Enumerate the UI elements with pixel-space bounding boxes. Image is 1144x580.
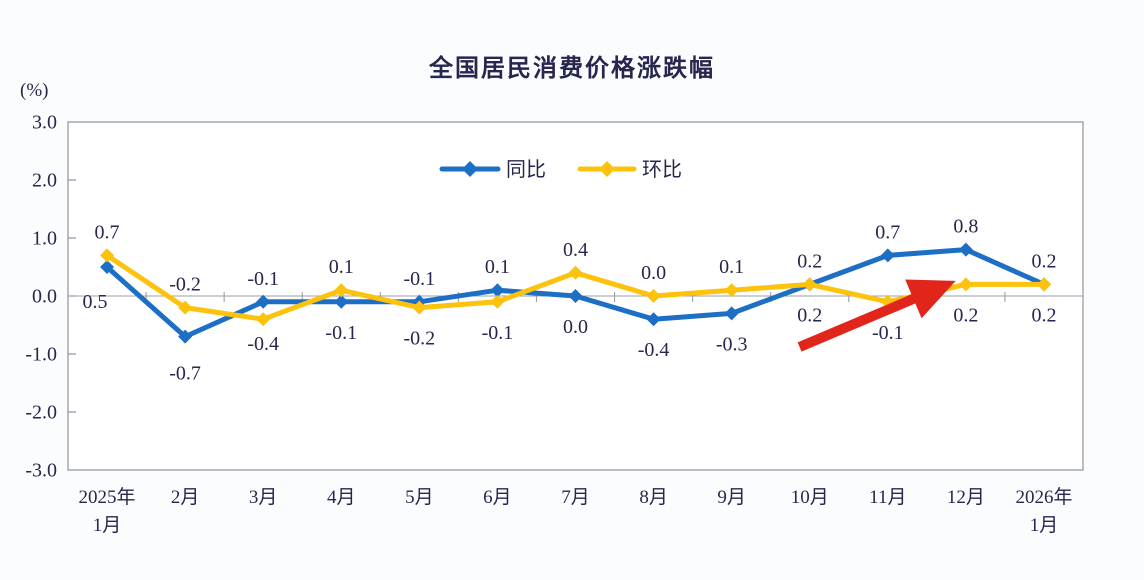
data-point-label: 0.1 — [719, 256, 744, 278]
data-point-marker — [568, 289, 583, 303]
data-point-label: 0.2 — [1031, 304, 1056, 326]
x-axis-label: 4月 — [327, 487, 356, 508]
data-point-label: 0.8 — [953, 216, 978, 238]
data-point-label: 0.2 — [1031, 250, 1056, 272]
data-point-marker — [646, 312, 661, 327]
x-axis-label: 10月 — [791, 487, 829, 508]
y-axis-tick-label: -2.0 — [25, 402, 57, 424]
y-axis-tick-label: -1.0 — [25, 344, 57, 366]
data-point-marker — [568, 265, 583, 280]
data-point-marker — [724, 306, 739, 321]
annotation-arrow-head — [905, 279, 956, 319]
data-point-label: 0.0 — [641, 262, 666, 284]
y-axis-tick-label: 1.0 — [32, 228, 57, 250]
data-point-label: 0.7 — [95, 221, 120, 243]
legend-diamond-icon — [599, 161, 615, 177]
y-axis-tick-label: 2.0 — [32, 170, 57, 192]
x-axis-label: 2026年 — [1015, 486, 1072, 508]
data-point-marker — [490, 294, 505, 309]
data-point-label: -0.3 — [716, 333, 748, 355]
data-point-marker — [334, 283, 349, 298]
legend-diamond-icon — [462, 161, 478, 177]
data-point-marker — [880, 248, 895, 263]
y-axis-tick-label: -3.0 — [25, 460, 57, 482]
data-point-label: 0.1 — [329, 256, 354, 278]
y-axis-tick-label: 0.0 — [32, 286, 57, 308]
data-point-marker — [178, 300, 193, 315]
data-point-marker — [100, 248, 115, 263]
data-point-marker — [646, 289, 661, 303]
data-point-marker — [958, 242, 973, 257]
data-point-marker — [100, 260, 115, 274]
data-point-label: 0.2 — [953, 304, 978, 326]
data-point-marker — [256, 294, 271, 309]
data-point-label: -0.1 — [325, 322, 357, 344]
data-point-label: -0.4 — [247, 333, 279, 355]
data-point-label: -0.1 — [872, 322, 904, 344]
data-point-marker — [412, 300, 427, 315]
data-point-label: 0.1 — [485, 256, 510, 278]
data-point-marker — [802, 277, 817, 292]
data-point-label: -0.1 — [404, 268, 436, 290]
x-axis-label: 3月 — [249, 487, 278, 508]
data-point-label: 0.2 — [797, 304, 822, 326]
x-axis-label: 5月 — [405, 487, 434, 508]
x-axis-label: 6月 — [483, 487, 512, 508]
legend-item-label: 环比 — [642, 158, 682, 181]
x-axis-label: 2月 — [171, 487, 200, 508]
data-point-label: -0.1 — [482, 322, 514, 344]
y-axis-unit-label: (%) — [20, 80, 49, 101]
data-point-marker — [958, 277, 973, 292]
data-point-marker — [334, 294, 349, 309]
data-point-marker — [178, 329, 193, 344]
x-axis-label: 11月 — [869, 487, 906, 508]
data-point-marker — [724, 283, 739, 298]
x-axis-label: 1月 — [1030, 515, 1059, 536]
data-point-label: 0.2 — [797, 250, 822, 272]
x-axis-label: 1月 — [93, 515, 122, 536]
x-axis-label: 7月 — [561, 487, 590, 508]
annotation-arrow-shaft — [797, 291, 921, 352]
y-axis-tick-label: 3.0 — [32, 112, 57, 134]
data-point-label: -0.1 — [247, 268, 279, 290]
data-point-label: 0.4 — [563, 239, 588, 261]
data-point-label: -0.4 — [638, 339, 670, 361]
legend-item-label: 同比 — [506, 158, 546, 181]
data-point-label: -0.2 — [404, 328, 436, 350]
chart-title: 全国居民消费价格涨跌幅 — [429, 55, 715, 82]
data-point-label: 0.5 — [83, 291, 108, 313]
data-point-label: -0.7 — [169, 363, 201, 385]
x-axis-label: 2025年 — [79, 486, 136, 508]
data-point-label: -0.2 — [169, 274, 201, 296]
x-axis-label: 8月 — [639, 487, 668, 508]
data-point-label: 0.0 — [563, 316, 588, 338]
data-point-marker — [1036, 277, 1051, 292]
data-point-label: 0.7 — [875, 221, 900, 243]
x-axis-label: 12月 — [947, 487, 985, 508]
x-axis-label: 9月 — [717, 487, 746, 508]
data-point-marker — [256, 312, 271, 327]
data-point-marker — [490, 283, 505, 298]
